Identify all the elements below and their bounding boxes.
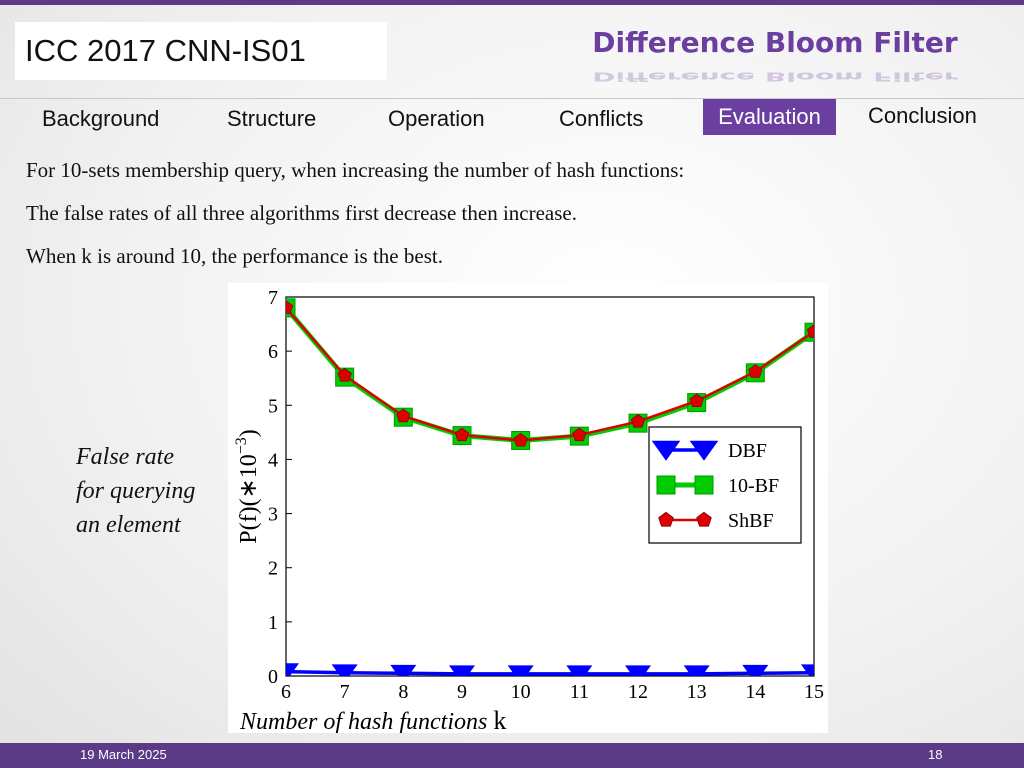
data-point-pentagon [337, 368, 352, 382]
data-point-pentagon [689, 393, 704, 407]
chart-container: 0 1 2 3 4 5 6 7 6 7 8 9 10 11 12 13 14 15 P(f)(∗10−3) Numbe… [228, 283, 828, 735]
data-point-triangle [390, 664, 417, 676]
data-point-triangle [566, 665, 593, 676]
legend-label-dbf: DBF [728, 440, 767, 462]
data-point-pentagon [630, 414, 646, 428]
slide-title: Difference Bloom Filter [592, 26, 958, 59]
side-label-line-2: for querying [76, 478, 196, 504]
slide-title-wrap: Difference Bloom Filter Difference Bloom… [560, 26, 990, 86]
data-point-pentagon [396, 408, 411, 423]
data-point-triangle [449, 665, 475, 676]
x-tick-label: 12 [628, 681, 648, 703]
y-tick-label: 4 [268, 449, 278, 471]
data-point-pentagon [286, 300, 294, 314]
series-line-shbf [286, 307, 814, 442]
body-line-1: For 10-sets membership query, when incre… [26, 158, 685, 182]
data-point-pentagon [748, 364, 763, 378]
nav-divider [0, 98, 1024, 99]
side-label-line-1: False rate [76, 444, 174, 470]
footer-date: 19 March 2025 [80, 747, 167, 762]
data-point-square [694, 475, 714, 495]
data-point-triangle [507, 665, 534, 676]
y-tick-label: 6 [268, 341, 278, 363]
x-axis-label-var: k [493, 706, 506, 733]
footer-page-number: 18 [928, 747, 943, 762]
y-tick-label: 1 [268, 612, 278, 634]
slide-title-reflection: Difference Bloom Filter [592, 69, 958, 84]
y-tick-label: 7 [268, 287, 278, 309]
plot-area [286, 298, 814, 676]
data-point-triangle [286, 663, 299, 676]
data-point-triangle [689, 440, 719, 461]
x-tick-label: 15 [804, 681, 824, 703]
data-point-triangle [683, 665, 710, 676]
data-point-pentagon [572, 427, 587, 442]
nav-background[interactable]: Background [42, 106, 160, 131]
side-label: False rate for querying an element [76, 440, 236, 542]
y-tick-label: 2 [268, 558, 278, 580]
x-axis-label-text: Number of hash functions [239, 709, 493, 733]
y-axis-label-main: P(f)(∗10 [236, 454, 262, 543]
x-tick-label: 9 [457, 681, 467, 703]
nav-evaluation-active[interactable]: Evaluation [703, 99, 836, 135]
y-axis-label: P(f)(∗10−3) [233, 429, 262, 543]
y-axis-label-exponent: −3 [233, 437, 250, 454]
legend-label-10-bf: 10-BF [728, 475, 779, 497]
x-tick-label: 6 [281, 681, 291, 703]
data-point-triangle [651, 440, 681, 461]
data-point-triangle [625, 665, 651, 676]
data-point-pentagon [513, 433, 528, 447]
nav-operation[interactable]: Operation [388, 106, 485, 131]
x-tick-label: 10 [511, 681, 531, 703]
x-tick-label: 8 [398, 681, 408, 703]
y-tick-label: 3 [268, 504, 278, 526]
nav-conflicts[interactable]: Conflicts [559, 106, 644, 131]
x-axis-label: Number of hash functions k [239, 706, 506, 733]
data-point-triangle [801, 664, 814, 676]
data-point-pentagon [696, 511, 712, 527]
chart-legend: DBF 10-BF ShBF [648, 426, 802, 544]
series-line-dbf [286, 669, 814, 676]
data-point-pentagon [454, 427, 470, 442]
data-point-square [656, 475, 676, 495]
series-line-10-bf [286, 306, 814, 443]
data-point-triangle [331, 664, 358, 676]
body-line-2: The false rates of all three algorithms … [26, 201, 577, 225]
footer-bar: 19 March 2025 18 [0, 743, 1024, 768]
legend-label-shbf: ShBF [728, 510, 774, 532]
top-accent-bar [0, 0, 1024, 5]
nav-conclusion[interactable]: Conclusion [868, 103, 977, 128]
x-tick-label: 11 [570, 681, 589, 703]
data-point-pentagon [806, 324, 814, 338]
data-point-pentagon [658, 511, 674, 527]
plot-frame [285, 296, 815, 677]
y-tick-label: 0 [268, 666, 278, 688]
y-tick-label: 5 [268, 395, 278, 417]
body-line-3: When k is around 10, the performance is … [26, 244, 443, 268]
data-point-triangle [742, 664, 769, 676]
y-axis-label-close: ) [236, 429, 262, 437]
x-tick-label: 13 [687, 681, 707, 703]
conference-label: ICC 2017 CNN-IS01 [15, 22, 387, 80]
x-tick-label: 14 [745, 681, 765, 703]
side-label-line-3: an element [76, 512, 181, 538]
x-tick-label: 7 [340, 681, 350, 703]
nav-structure[interactable]: Structure [227, 106, 317, 131]
